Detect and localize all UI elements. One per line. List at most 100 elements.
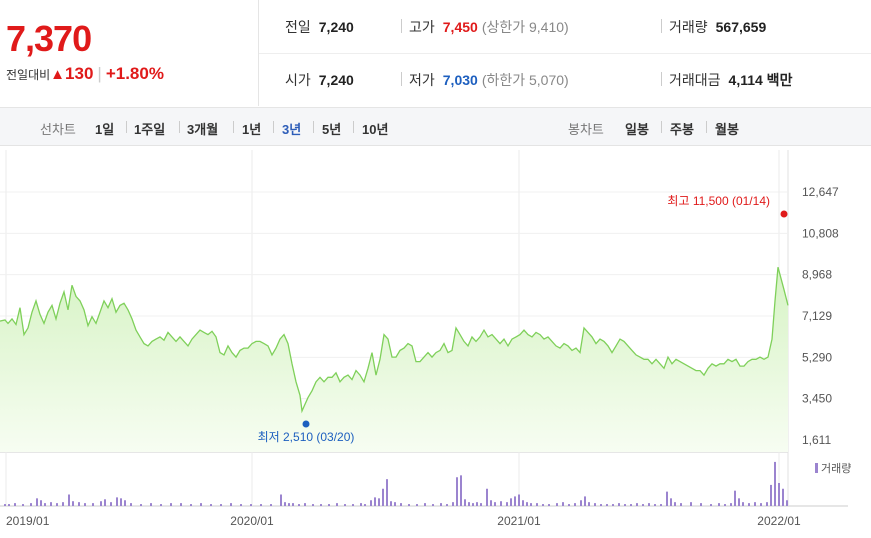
- volume-bar: [600, 504, 602, 506]
- volume-bar: [104, 499, 106, 506]
- period-1d[interactable]: 1일: [95, 122, 115, 137]
- volume-bar: [284, 502, 286, 506]
- x-tick-label: 2022/01: [757, 514, 801, 528]
- candle-weekly[interactable]: 주봉: [670, 122, 694, 137]
- max-price-marker: [780, 210, 788, 218]
- volume-bar: [480, 503, 482, 506]
- period-10y[interactable]: 10년: [362, 122, 389, 137]
- volume-bar: [440, 503, 442, 506]
- volume-bar: [36, 498, 38, 506]
- candle-daily[interactable]: 일봉: [625, 122, 649, 137]
- volume-bar: [298, 504, 300, 506]
- volume-bar: [312, 504, 314, 506]
- stat-limit: (하한가 5,070): [481, 72, 569, 88]
- x-tick-label: 2021/01: [497, 514, 541, 528]
- volume-legend-swatch: [815, 463, 818, 473]
- volume-bar: [84, 503, 86, 506]
- volume-bar: [390, 501, 392, 506]
- volume-bar: [624, 504, 626, 506]
- volume-bar: [160, 504, 162, 506]
- volume-bar: [766, 502, 768, 506]
- volume-bar: [574, 503, 576, 506]
- volume-bar: [8, 504, 10, 506]
- volume-bar: [648, 503, 650, 506]
- x-tick-label: 2020/01: [230, 514, 274, 528]
- volume-bar: [584, 496, 586, 506]
- volume-bar: [446, 504, 448, 506]
- stat-open: 시가 7,240: [285, 70, 354, 90]
- price-summary: 7,370 전일대비▲130 | +1.80% 전일 7,240 고가 7,450 (상한…: [0, 0, 871, 108]
- y-tick-label: 5,290: [802, 350, 832, 364]
- volume-bar: [100, 501, 102, 506]
- volume-bar: [386, 479, 388, 506]
- period-3y[interactable]: 3년: [282, 122, 302, 137]
- volume-bar: [116, 497, 118, 506]
- volume-bar: [200, 503, 202, 506]
- volume-bar: [724, 504, 726, 506]
- period-1y[interactable]: 1년: [242, 122, 262, 137]
- min-price-marker: [302, 420, 310, 428]
- min-price-label: 최저 2,510 (03/20): [258, 430, 355, 444]
- max-price-label: 최고 11,500 (01/14): [667, 194, 770, 208]
- volume-bar: [210, 504, 212, 506]
- volume-bar: [352, 504, 354, 506]
- period-1w[interactable]: 1주일: [134, 122, 166, 137]
- volume-bar: [364, 504, 366, 506]
- volume-bar: [734, 490, 736, 506]
- volume-bar: [56, 503, 58, 506]
- stat-label: 저가: [409, 72, 435, 88]
- volume-bar: [270, 504, 272, 506]
- price-area: [0, 267, 788, 452]
- change-label: 전일대비: [6, 68, 51, 82]
- volume-bar: [92, 503, 94, 506]
- x-tick-label: 2019/01: [6, 514, 50, 528]
- stats-row-1: 전일 7,240 고가 7,450 (상한가 9,410) 거래량 567,659: [259, 0, 871, 54]
- volume-bar: [588, 502, 590, 506]
- volume-bar: [666, 491, 668, 506]
- volume-bar: [568, 504, 570, 506]
- stat-label: 고가: [409, 19, 435, 35]
- volume-bar: [382, 488, 384, 506]
- volume-bar: [140, 504, 142, 506]
- toolbar-divider: [661, 121, 662, 133]
- volume-bar: [494, 502, 496, 506]
- volume-bar: [514, 496, 516, 506]
- current-price: 7,370: [6, 18, 92, 59]
- volume-bar: [304, 503, 306, 506]
- volume-bar: [110, 502, 112, 506]
- volume-bar: [594, 503, 596, 506]
- volume-bar: [660, 504, 662, 506]
- volume-bar: [730, 503, 732, 506]
- stat-label: 시가: [285, 72, 311, 88]
- volume-bar: [468, 502, 470, 506]
- volume-bar: [230, 503, 232, 506]
- volume-bar: [670, 498, 672, 506]
- price-change: 전일대비▲130 | +1.80%: [6, 64, 164, 84]
- volume-bar: [260, 504, 262, 506]
- y-tick-label: 12,647: [802, 185, 839, 199]
- y-tick-label: 8,968: [802, 268, 832, 282]
- stat-value: 4,114 백만: [728, 72, 793, 88]
- stat-value: 7,240: [318, 72, 354, 88]
- chart-toolbar: 선차트 1일 1주일 3개월 1년 3년 5년 10년 봉차트 일봉 주봉 월봉: [0, 108, 871, 146]
- volume-bar: [456, 477, 458, 506]
- volume-bar: [510, 498, 512, 506]
- volume-bar: [774, 461, 776, 506]
- period-5y[interactable]: 5년: [322, 122, 342, 137]
- y-tick-label: 10,808: [802, 226, 839, 240]
- candle-monthly[interactable]: 월봉: [715, 122, 739, 137]
- volume-bar: [630, 504, 632, 506]
- volume-bar: [280, 494, 282, 506]
- volume-bar: [344, 504, 346, 506]
- y-tick-label: 1,611: [802, 433, 831, 447]
- volume-bar: [606, 504, 608, 506]
- period-3m[interactable]: 3개월: [187, 122, 219, 137]
- volume-bar: [522, 500, 524, 506]
- volume-bar: [782, 488, 784, 506]
- volume-bar: [360, 503, 362, 506]
- volume-bar: [370, 500, 372, 506]
- stat-value: 7,030: [442, 72, 478, 88]
- volume-bar: [674, 502, 676, 506]
- volume-bar: [486, 488, 488, 506]
